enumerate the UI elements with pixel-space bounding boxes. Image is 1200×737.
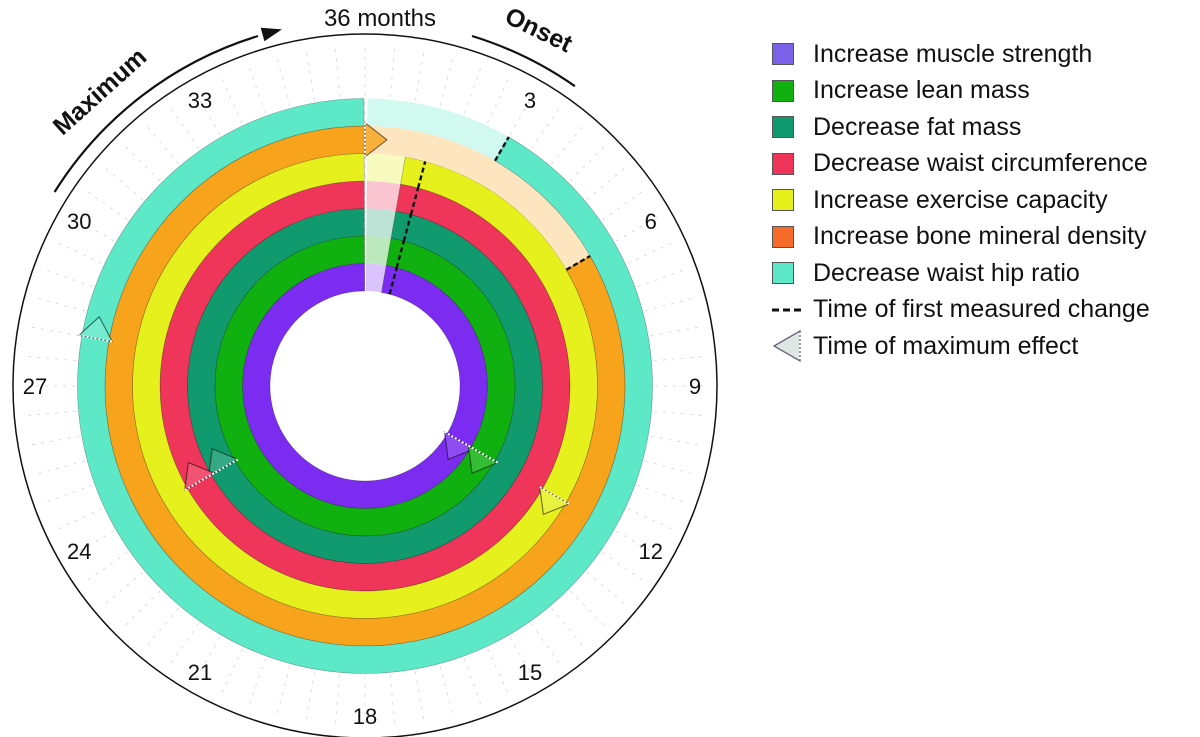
- legend-swatch-waist-hip-ratio: [772, 262, 794, 285]
- marker-layer: [77, 121, 591, 516]
- tick-label-30: 30: [67, 209, 91, 234]
- legend-label-exercise-capacity: Increase exercise capacity: [813, 185, 1108, 214]
- tick-label-33: 33: [188, 88, 212, 113]
- legend-label-first-change: Time of first measured change: [813, 295, 1150, 324]
- maximum-label: Maximum: [48, 43, 152, 141]
- legend-swatch-fat-mass: [772, 116, 794, 139]
- first-change-marker-increase-bone-mineral-density: [565, 254, 591, 271]
- ring-increase-exercise-capacity: [132, 153, 598, 619]
- legend-label-max-effect: Time of maximum effect: [813, 331, 1079, 360]
- legend-item-fat-mass: Decrease fat mass: [772, 109, 1200, 146]
- tick-label-6: 6: [645, 209, 657, 234]
- ring-increase-muscle-strength: [242, 263, 488, 509]
- legend-item-lean-mass: Increase lean mass: [772, 73, 1200, 110]
- maximum-arc: [53, 34, 259, 193]
- ring-decrease-waist-circumference: [159, 180, 571, 592]
- legend-item-bone-mineral-density: Increase bone mineral density: [772, 219, 1200, 256]
- legend-item-muscle-strength: Increase muscle strength: [772, 36, 1200, 73]
- ring-onset-decrease-fat-mass: [366, 208, 396, 239]
- tick-label-21: 21: [188, 660, 212, 685]
- ring-onset-increase-muscle-strength: [365, 263, 387, 293]
- legend-label-bone-mineral-density: Increase bone mineral density: [813, 222, 1147, 251]
- legend-item-waist-circumference: Decrease waist circumference: [772, 146, 1200, 183]
- max-effect-base-decrease-waist-hip-ratio: [78, 334, 113, 343]
- first-change-marker-decrease-waist-hip-ratio: [493, 136, 510, 162]
- legend-label-muscle-strength: Increase muscle strength: [813, 39, 1093, 68]
- first-change-marker-increase-exercise-capacity: [416, 161, 427, 189]
- ring-onset-increase-lean-mass: [366, 236, 392, 266]
- tick-label-18: 18: [353, 704, 377, 729]
- tick-label-24: 24: [67, 539, 91, 564]
- legend-swatch-exercise-capacity: [772, 189, 794, 212]
- legend-label-waist-hip-ratio: Decrease waist hip ratio: [813, 258, 1080, 287]
- first-change-marker-increase-lean-mass: [395, 240, 405, 268]
- dashed-line-icon: [772, 307, 802, 313]
- max-effect-base-decrease-waist-circumference: [184, 472, 215, 491]
- legend-swatch-lean-mass: [772, 79, 794, 102]
- legend-label-lean-mass: Increase lean mass: [813, 76, 1030, 105]
- tick-label-9: 9: [689, 374, 701, 399]
- tick-label-3: 3: [524, 88, 536, 113]
- legend-label-fat-mass: Decrease fat mass: [813, 112, 1022, 141]
- chart-title: 36 months: [324, 5, 436, 32]
- legend-swatch-bone-mineral-density: [772, 225, 794, 248]
- legend-swatch-waist-circumference: [772, 152, 794, 175]
- ring-onset-decrease-waist-hip-ratio: [367, 98, 509, 161]
- tick-labels: 3 6 9 12 15 18 21 24 27 30 33: [23, 88, 701, 729]
- first-change-marker-decrease-waist-circumference: [409, 187, 420, 215]
- outer-axis-circle: [12, 33, 718, 737]
- onset-arc: [471, 34, 576, 88]
- max-effect-base-increase-lean-mass: [467, 444, 499, 464]
- tick-label-27: 27: [23, 374, 47, 399]
- legend-swatch-muscle-strength: [772, 43, 794, 66]
- ring-onset-increase-exercise-capacity: [366, 153, 406, 185]
- ring-onset-decrease-waist-circumference: [366, 181, 401, 212]
- legend-item-max-effect: Time of maximum effect: [772, 328, 1200, 365]
- maximum-arrow-head: [260, 27, 282, 42]
- first-change-marker-decrease-fat-mass: [402, 214, 413, 242]
- first-change-marker-increase-muscle-strength: [388, 267, 398, 295]
- tick-label-15: 15: [518, 660, 542, 685]
- legend-item-waist-hip-ratio: Decrease waist hip ratio: [772, 255, 1200, 292]
- legend-item-first-change: Time of first measured change: [772, 292, 1200, 329]
- ring-decrease-waist-hip-ratio: [77, 98, 653, 674]
- max-effect-base-increase-exercise-capacity: [539, 486, 570, 505]
- legend: Increase muscle strength Increase lean m…: [772, 36, 1200, 365]
- arrowhead-icon: [772, 329, 802, 363]
- ring-layer: [21, 42, 709, 730]
- tick-label-12: 12: [639, 539, 663, 564]
- legend-label-waist-circumference: Decrease waist circumference: [813, 149, 1148, 178]
- ring-onset-increase-bone-mineral-density: [367, 126, 591, 270]
- legend-item-exercise-capacity: Increase exercise capacity: [772, 182, 1200, 219]
